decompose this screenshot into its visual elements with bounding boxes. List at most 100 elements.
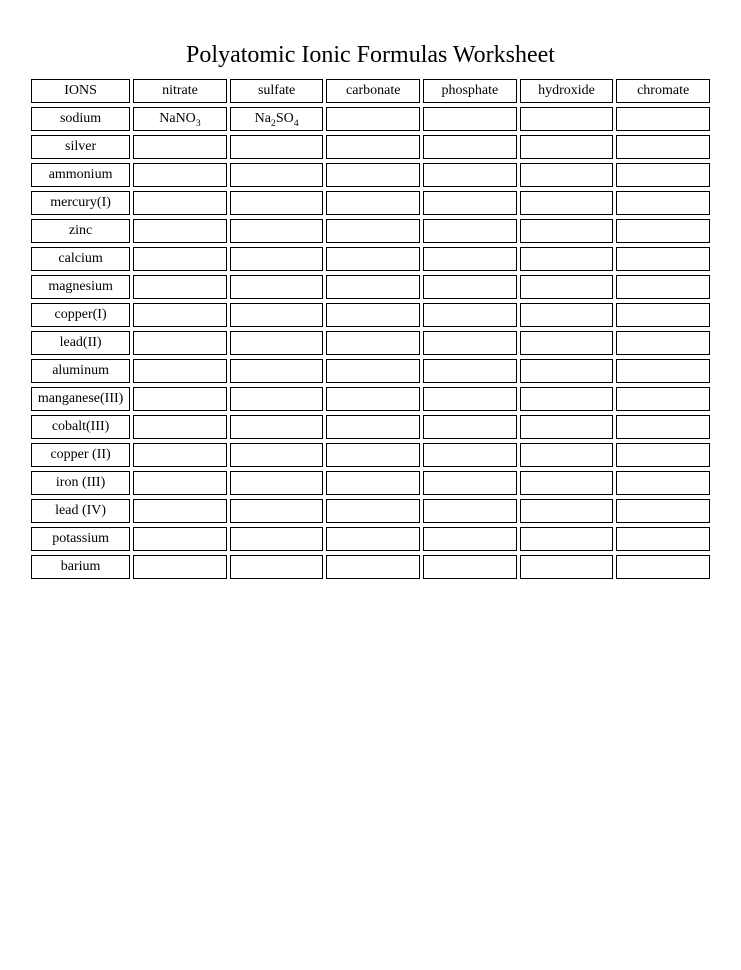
formula-cell [230,303,324,327]
table-row: iron (III) [31,471,710,495]
formula-cell [230,415,324,439]
formula-cell [423,443,517,467]
formula-cell [326,303,420,327]
formula-cell [520,387,614,411]
table-row: calcium [31,247,710,271]
formula-cell [230,387,324,411]
table-row: potassium [31,527,710,551]
formula-cell [423,415,517,439]
formula-cell [230,499,324,523]
formula-cell [326,415,420,439]
formula-cell [133,303,227,327]
formula-cell [326,555,420,579]
formula-cell [133,555,227,579]
header-sulfate: sulfate [230,79,324,103]
formula-cell [133,247,227,271]
formula-cell [133,359,227,383]
formula-cell [230,275,324,299]
formula-cell [423,303,517,327]
formula-cell [616,107,710,131]
formula-cell [520,135,614,159]
row-label: sodium [31,107,130,131]
formula-cell [616,135,710,159]
formula-cell [520,555,614,579]
formula-cell [423,219,517,243]
formula-cell [326,331,420,355]
formula-cell [520,247,614,271]
formula-cell [520,303,614,327]
formula-cell [423,275,517,299]
row-label: cobalt(III) [31,415,130,439]
formula-cell [520,471,614,495]
table-row: manganese(III) [31,387,710,411]
formula-cell [423,499,517,523]
formula-cell [423,471,517,495]
formula-cell [133,443,227,467]
formula-cell [133,499,227,523]
formula-cell [230,331,324,355]
formula-cell [423,247,517,271]
formula-cell [520,191,614,215]
formula-cell [616,247,710,271]
header-phosphate: phosphate [423,79,517,103]
table-row: barium [31,555,710,579]
formula-cell [133,135,227,159]
formula-cell [616,387,710,411]
formula-cell [230,219,324,243]
formula-cell [230,527,324,551]
table-row: aluminum [31,359,710,383]
row-label: lead (IV) [31,499,130,523]
formula-cell [230,471,324,495]
header-nitrate: nitrate [133,79,227,103]
formula-cell [326,163,420,187]
table-row: zinc [31,219,710,243]
formula-cell [326,247,420,271]
formula-cell [520,107,614,131]
formula-cell [230,191,324,215]
formula-cell [133,387,227,411]
table-body: IONSnitratesulfatecarbonatephosphatehydr… [31,79,710,579]
formula-cell [326,443,420,467]
row-label: magnesium [31,275,130,299]
formula-cell [520,443,614,467]
formula-cell [616,555,710,579]
row-label: copper (II) [31,443,130,467]
header-ions: IONS [31,79,130,103]
formula-cell [520,499,614,523]
formulas-table: IONSnitratesulfatecarbonatephosphatehydr… [28,75,713,583]
formula-cell [326,191,420,215]
formula-cell [616,275,710,299]
table-row: lead (IV) [31,499,710,523]
formula-cell: Na2SO4 [230,107,324,131]
formula-cell [616,527,710,551]
formula-cell [616,471,710,495]
row-label: iron (III) [31,471,130,495]
formula-cell [423,163,517,187]
formula-cell [326,471,420,495]
table-header-row: IONSnitratesulfatecarbonatephosphatehydr… [31,79,710,103]
formula-cell [616,303,710,327]
formula-cell [423,331,517,355]
table-row: sodiumNaNO3Na2SO4 [31,107,710,131]
table-row: ammonium [31,163,710,187]
header-carbonate: carbonate [326,79,420,103]
table-row: lead(II) [31,331,710,355]
formula-cell [520,163,614,187]
table-row: magnesium [31,275,710,299]
formula-cell [133,331,227,355]
row-label: aluminum [31,359,130,383]
formula-cell [520,331,614,355]
formula-cell [326,359,420,383]
row-label: silver [31,135,130,159]
formula-cell [230,163,324,187]
table-row: copper (II) [31,443,710,467]
formula-cell [423,387,517,411]
formula-cell [133,275,227,299]
formula-cell [326,499,420,523]
formula-cell [616,191,710,215]
formula-cell [230,247,324,271]
formula-cell [423,555,517,579]
table-row: cobalt(III) [31,415,710,439]
formula-cell [616,443,710,467]
formula-cell [326,135,420,159]
